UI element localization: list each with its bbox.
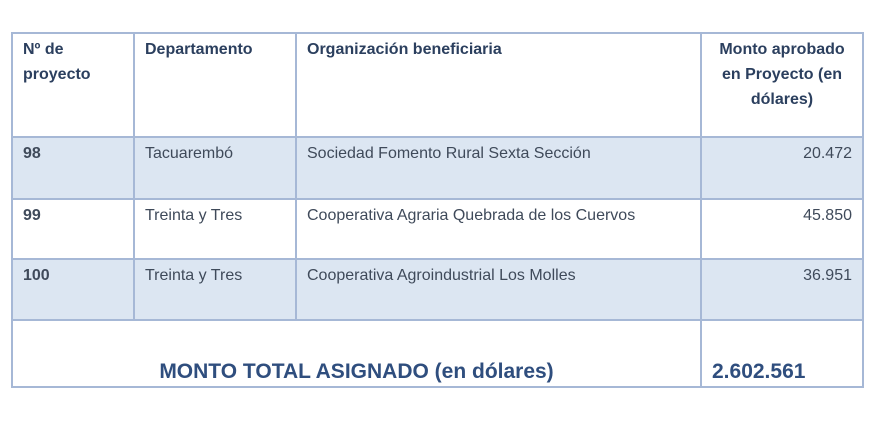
total-label: MONTO TOTAL ASIGNADO (en dólares) [11, 319, 702, 388]
amount: 45.850 [700, 198, 864, 260]
department: Tacuarembó [133, 136, 297, 200]
table-row: 100 Treinta y Tres Cooperativa Agroindus… [11, 258, 864, 321]
organization: Cooperativa Agroindustrial Los Molles [295, 258, 702, 321]
header-row: Nº de proyecto Departamento Organización… [11, 32, 864, 138]
project-number: 99 [11, 198, 135, 260]
amount: 36.951 [700, 258, 864, 321]
header-amount: Monto aprobado en Proyecto (en dólares) [700, 32, 864, 138]
table-row: 99 Treinta y Tres Cooperativa Agraria Qu… [11, 198, 864, 260]
department: Treinta y Tres [133, 198, 297, 260]
header-department: Departamento [133, 32, 297, 138]
projects-table: Nº de proyecto Departamento Organización… [11, 32, 864, 388]
project-number: 98 [11, 136, 135, 200]
total-row: MONTO TOTAL ASIGNADO (en dólares) 2.602.… [11, 319, 864, 388]
organization: Cooperativa Agraria Quebrada de los Cuer… [295, 198, 702, 260]
department: Treinta y Tres [133, 258, 297, 321]
header-project-number: Nº de proyecto [11, 32, 135, 138]
header-organization: Organización beneficiaria [295, 32, 702, 138]
amount: 20.472 [700, 136, 864, 200]
table-row: 98 Tacuarembó Sociedad Fomento Rural Sex… [11, 136, 864, 200]
organization: Sociedad Fomento Rural Sexta Sección [295, 136, 702, 200]
total-amount: 2.602.561 [700, 319, 864, 388]
project-number: 100 [11, 258, 135, 321]
